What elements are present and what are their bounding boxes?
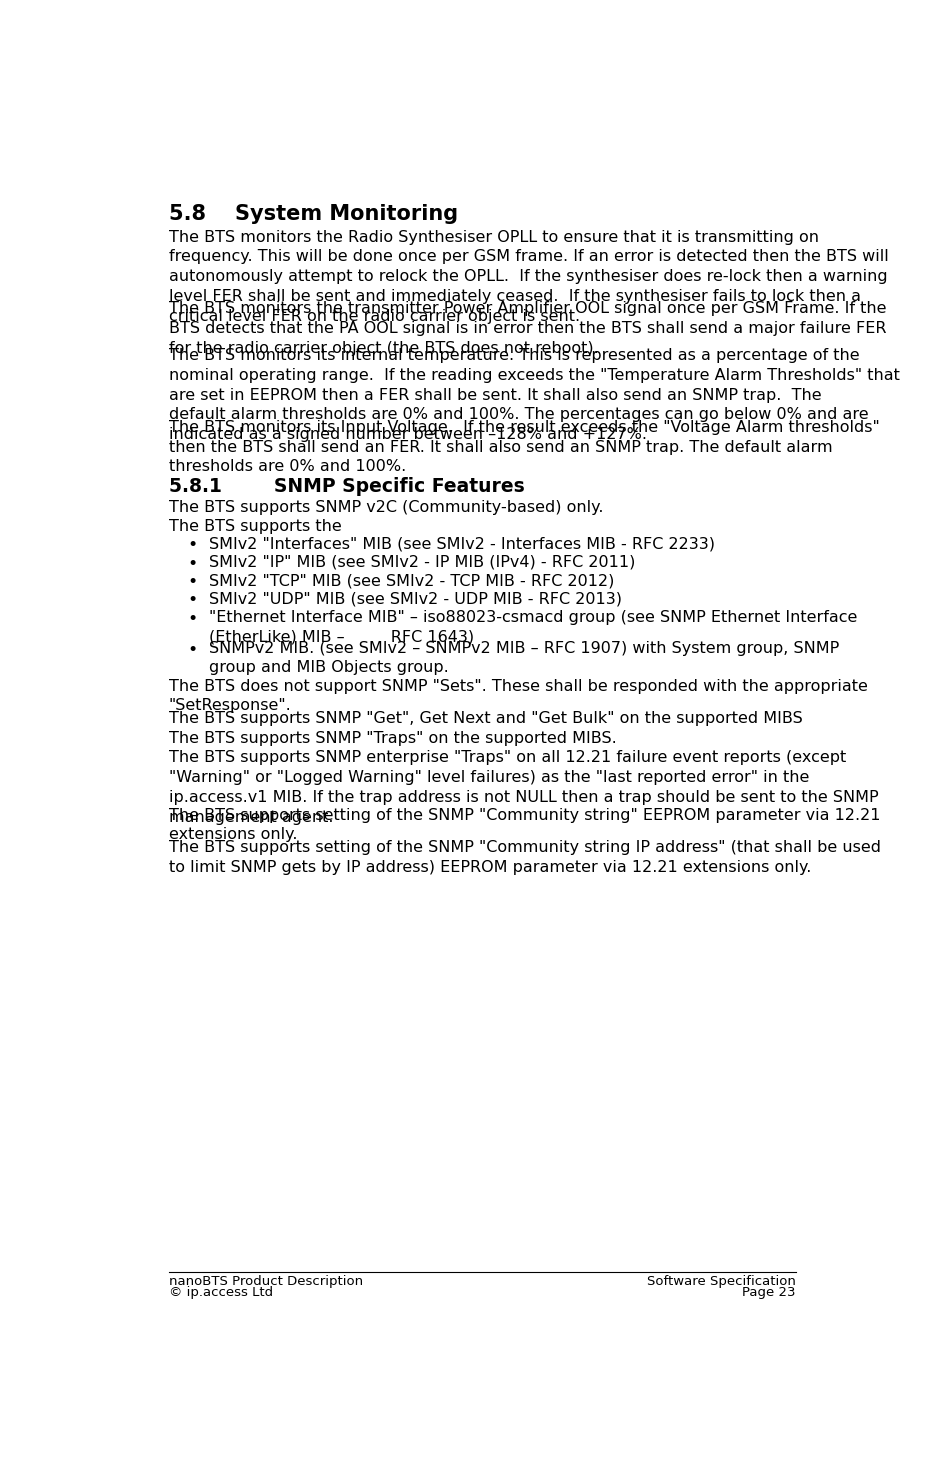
Text: nanoBTS Product Description: nanoBTS Product Description [168, 1275, 363, 1288]
Text: The BTS does not support SNMP "Sets". These shall be responded with the appropri: The BTS does not support SNMP "Sets". Th… [168, 679, 868, 713]
Text: © ip.access Ltd: © ip.access Ltd [168, 1287, 273, 1300]
Text: 5.8.1        SNMP Specific Features: 5.8.1 SNMP Specific Features [168, 477, 524, 496]
Text: The BTS monitors its Input Voltage.  If the result exceeds the "Voltage Alarm th: The BTS monitors its Input Voltage. If t… [168, 420, 880, 474]
Text: "Ethernet Interface MIB" – iso88023-csmacd group (see SNMP Ethernet Interface
(E: "Ethernet Interface MIB" – iso88023-csma… [209, 610, 857, 644]
Text: The BTS supports SNMP v2C (Community-based) only.: The BTS supports SNMP v2C (Community-bas… [168, 500, 603, 515]
Text: SNMPv2 MIB. (see SMIv2 – SNMPv2 MIB – RFC 1907) with System group, SNMP
group an: SNMPv2 MIB. (see SMIv2 – SNMPv2 MIB – RF… [209, 641, 839, 675]
Text: SMIv2 "Interfaces" MIB (see SMIv2 - Interfaces MIB - RFC 2233): SMIv2 "Interfaces" MIB (see SMIv2 - Inte… [209, 537, 715, 552]
Text: The BTS supports the: The BTS supports the [168, 519, 342, 534]
Text: Software Specification: Software Specification [647, 1275, 796, 1288]
Text: The BTS supports setting of the SNMP "Community string IP address" (that shall b: The BTS supports setting of the SNMP "Co… [168, 839, 881, 874]
Text: The BTS supports setting of the SNMP "Community string" EEPROM parameter via 12.: The BTS supports setting of the SNMP "Co… [168, 808, 880, 842]
Text: The BTS supports SNMP enterprise "Traps" on all 12.21 failure event reports (exc: The BTS supports SNMP enterprise "Traps"… [168, 750, 878, 824]
Text: •: • [187, 574, 198, 591]
Text: The BTS supports SNMP "Get", Get Next and "Get Bulk" on the supported MIBS: The BTS supports SNMP "Get", Get Next an… [168, 711, 803, 726]
Text: •: • [187, 555, 198, 572]
Text: The BTS monitors the transmitter Power Amplifier OOL signal once per GSM Frame. : The BTS monitors the transmitter Power A… [168, 301, 886, 356]
Text: 5.8    System Monitoring: 5.8 System Monitoring [168, 204, 458, 224]
Text: Page 23: Page 23 [742, 1287, 796, 1300]
Text: SMIv2 "UDP" MIB (see SMIv2 - UDP MIB - RFC 2013): SMIv2 "UDP" MIB (see SMIv2 - UDP MIB - R… [209, 591, 622, 606]
Text: The BTS supports SNMP "Traps" on the supported MIBS.: The BTS supports SNMP "Traps" on the sup… [168, 731, 616, 745]
Text: •: • [187, 537, 198, 555]
Text: •: • [187, 641, 198, 659]
Text: The BTS monitors the Radio Synthesiser OPLL to ensure that it is transmitting on: The BTS monitors the Radio Synthesiser O… [168, 230, 888, 324]
Text: •: • [187, 610, 198, 628]
Text: SMIv2 "TCP" MIB (see SMIv2 - TCP MIB - RFC 2012): SMIv2 "TCP" MIB (see SMIv2 - TCP MIB - R… [209, 574, 614, 588]
Text: The BTS monitors its internal temperature. This is represented as a percentage o: The BTS monitors its internal temperatur… [168, 348, 900, 442]
Text: •: • [187, 591, 198, 609]
Text: SMIv2 "IP" MIB (see SMIv2 - IP MIB (IPv4) - RFC 2011): SMIv2 "IP" MIB (see SMIv2 - IP MIB (IPv4… [209, 555, 635, 569]
